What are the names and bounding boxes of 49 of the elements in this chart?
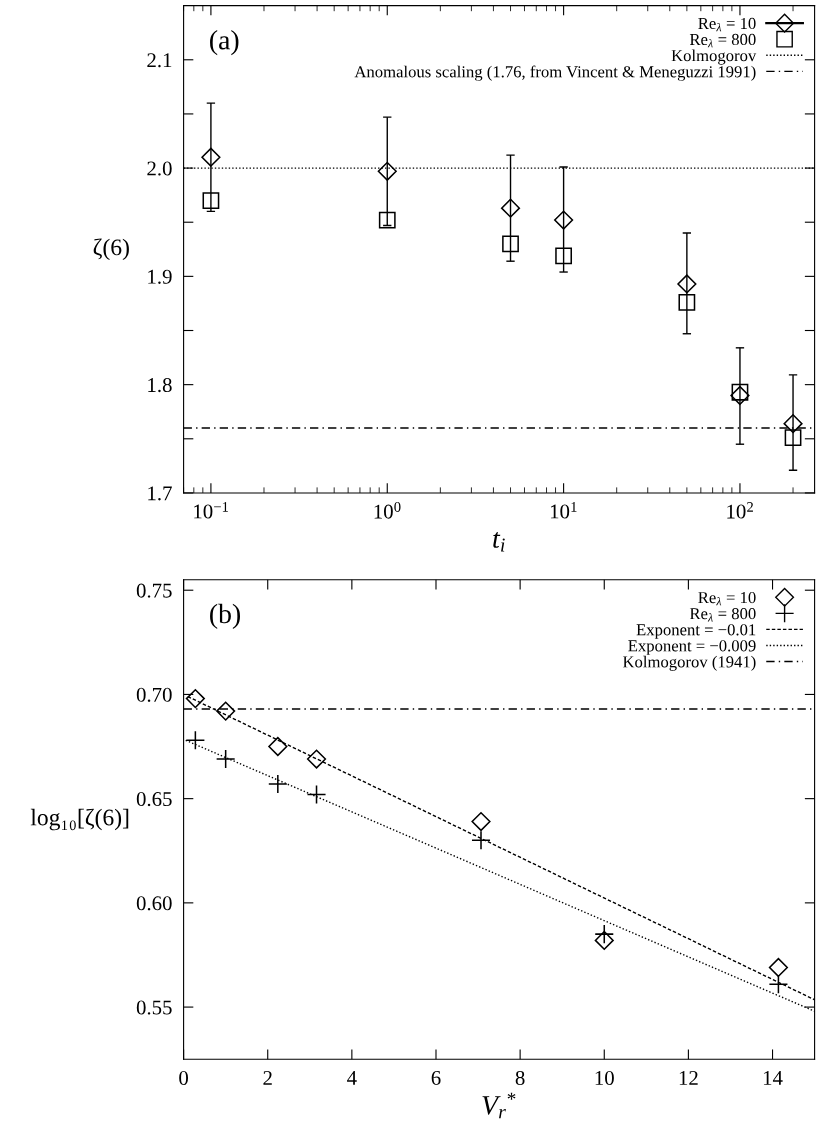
text: (a) [210,30,239,56]
point [594,930,614,950]
x-tick-label: 10$^{1}$ [550,502,577,519]
y-tick-label: 0.75 [136,583,172,598]
y-tick-label: 2.1 [147,53,172,68]
y-axis-title: ζ(6) [93,238,129,261]
point [768,957,789,978]
point [594,924,615,944]
y-tick-label: 2.0 [147,161,172,176]
x-tick-label: 10$^{0}$ [374,502,401,519]
y-tick-label: 0.65 [136,792,172,807]
x-tick-label: 2 [263,1070,272,1085]
legend-label: Re$_{λ}$ = 800 [689,608,756,622]
y-tick-label: 1.9 [148,269,172,284]
point [268,736,288,757]
legend-label: Re$_{λ}$ = 10 [698,591,756,606]
y-axis-title: log₁₀[ζ(6)] [30,808,129,831]
y-tick-label: 1.7 [148,486,172,501]
legend-label: Anomalous scaling (1.76, from Vincent & Meneguzzi 1991) [354,65,756,81]
x-axis-title: V$_{r}$$^{*}$ [482,1092,516,1119]
y-tick-label: 1.8 [148,378,172,393]
point [306,749,327,769]
legend-label: Exponent = −0.01 [636,624,756,639]
legend-label: Kolmogorov [671,49,757,65]
x-tick-label: 10$^{2}$ [727,502,753,519]
text: (b) [210,603,240,629]
x-tick-label: 14 [763,1071,783,1085]
point [306,784,327,805]
y-tick-label: 0.60 [136,896,172,911]
point [768,974,789,994]
x-tick-label: 4 [347,1071,357,1085]
point [185,730,206,751]
x-tick-label: 0 [179,1070,189,1085]
point [185,688,205,709]
x-tick-label: 12 [679,1070,698,1085]
x-axis-title: t$_{i}$ [493,531,505,552]
y-tick-label: 0.70 [136,687,172,702]
point [215,749,236,769]
legend-label: Re$_{λ}$ = 800 [689,33,756,48]
x-tick-label: 6 [431,1070,441,1085]
legend-label: Re$_{λ}$ = 10 [698,17,756,32]
x-tick-label: 8 [515,1070,525,1085]
y-tick-label: 0.55 [136,1000,172,1015]
point [216,701,236,721]
legend-label: Exponent = −0.009 [628,640,756,655]
x-tick-label: 10 [595,1070,614,1085]
x-tick-label: 10$^{−1}$ [194,502,229,519]
legend-label: Kolmogorov (1941) [622,655,756,671]
point [471,811,491,832]
